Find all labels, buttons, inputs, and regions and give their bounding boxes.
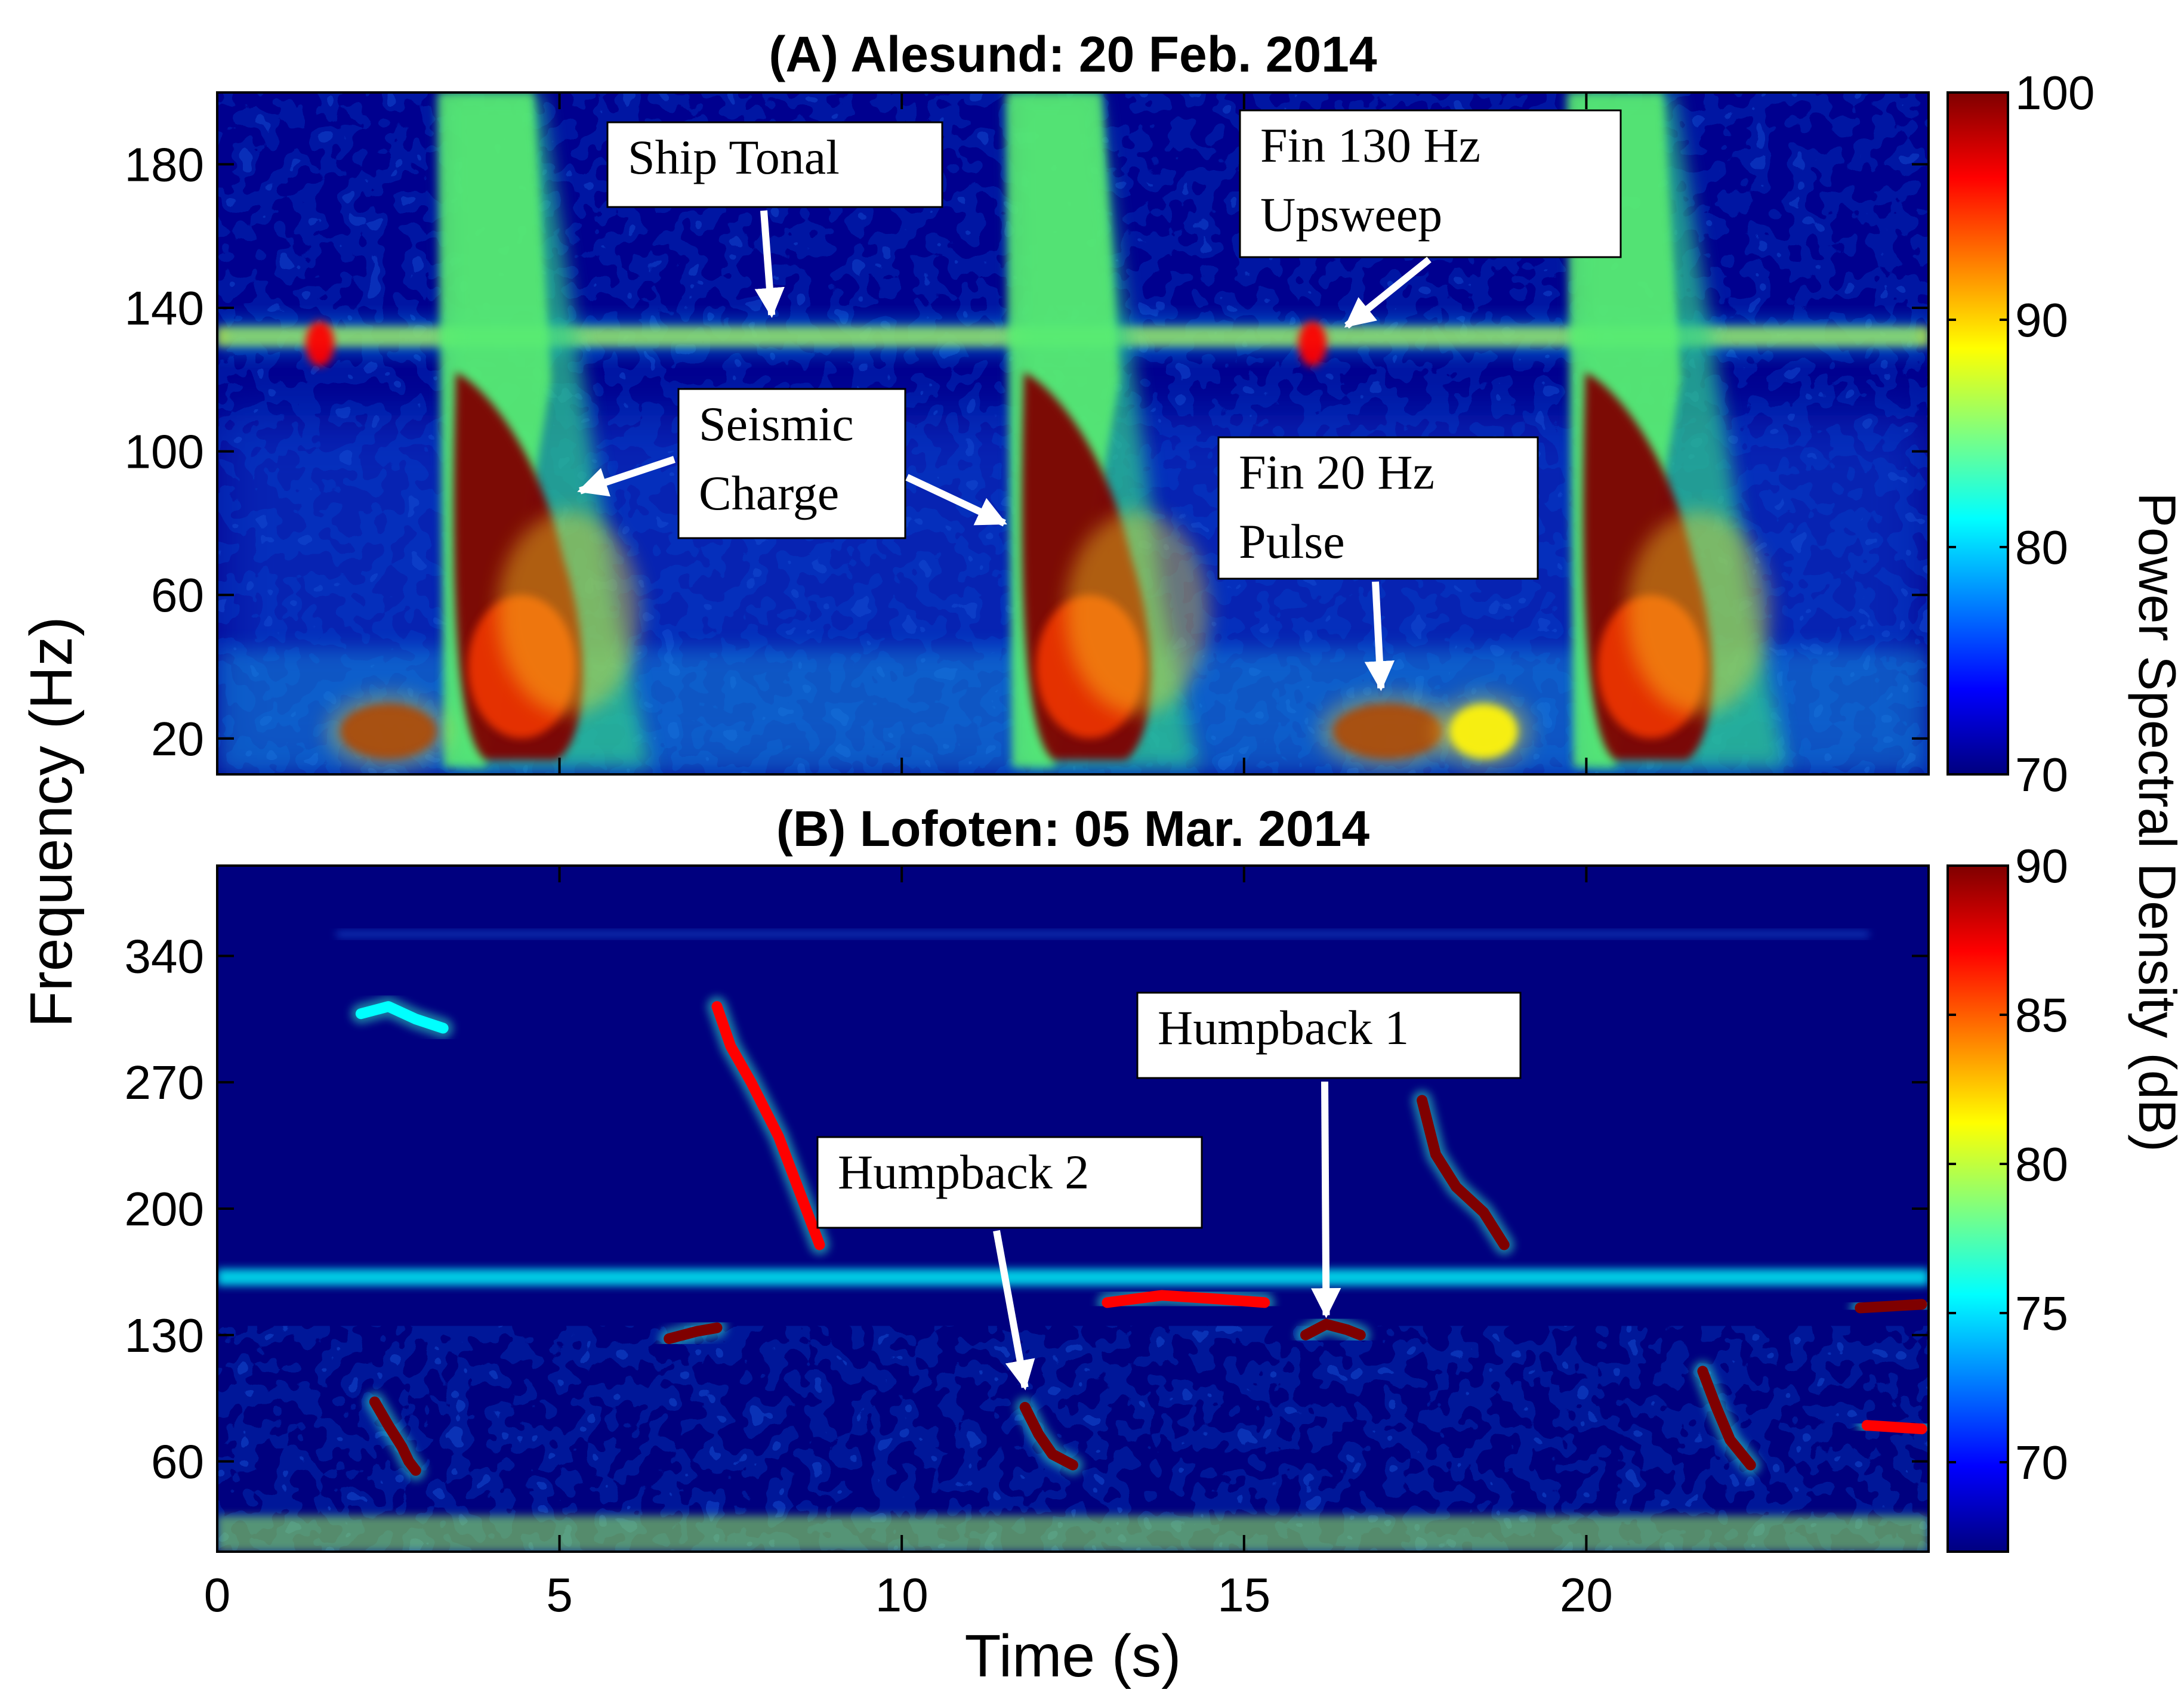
fin-130hz-upsweep bbox=[306, 321, 335, 367]
fin-20hz-pulse-halo bbox=[1318, 693, 1457, 770]
annotation-text: Pulse bbox=[1239, 514, 1345, 569]
annotation-box bbox=[1217, 436, 1539, 580]
colorbar-a-tick-label: 100 bbox=[2015, 66, 2094, 119]
y-tick-label-b: 130 bbox=[125, 1309, 204, 1362]
call-contour bbox=[664, 1322, 723, 1344]
call-contour bbox=[711, 1001, 825, 1250]
annotation-arrow bbox=[577, 456, 675, 497]
annotation-box bbox=[816, 1136, 1203, 1229]
annotation-box bbox=[677, 388, 906, 539]
panel-b-annotations: Humpback 1 Humpback 2 bbox=[816, 992, 1522, 1391]
annotation-arrow bbox=[1310, 1081, 1341, 1318]
annotation-text: Humpback 1 bbox=[1158, 1000, 1409, 1055]
annotation-text: Fin 130 Hz bbox=[1260, 118, 1480, 172]
annotation-arrow bbox=[1344, 257, 1432, 329]
colorbar-a-tick-label: 90 bbox=[2015, 294, 2068, 347]
colorbar-a-scale bbox=[1946, 91, 2009, 776]
x-tick-label: 15 bbox=[1217, 1568, 1270, 1621]
y-tick-label-a: 20 bbox=[151, 712, 204, 765]
annotation-arrow bbox=[993, 1230, 1035, 1391]
x-tick-label: 20 bbox=[1560, 1568, 1613, 1621]
call-contour bbox=[369, 1396, 421, 1476]
faint-high-tonal bbox=[337, 931, 1869, 937]
annotation-ship-tonal: Ship Tonal bbox=[606, 121, 943, 319]
call-contour bbox=[1855, 1299, 1927, 1314]
y-tick-label-a: 60 bbox=[151, 569, 204, 622]
x-axis-label: Time (s) bbox=[965, 1623, 1181, 1690]
panel-a-annotations: Ship Tonal Fin 130 Hz Upsweep Seismic Charge… bbox=[577, 109, 1622, 691]
seismic-charge-coda bbox=[498, 511, 641, 715]
annotation-text: Ship Tonal bbox=[628, 130, 840, 184]
tonal-band bbox=[217, 1269, 1929, 1286]
colorbar-b-tick-label: 90 bbox=[2015, 839, 2068, 892]
panel-a-title: (A) Alesund: 20 Feb. 2014 bbox=[769, 26, 1377, 82]
annotation-seismic-charge: Seismic Charge bbox=[577, 388, 1007, 539]
colorbar-label: Power Spectral Density (dB) bbox=[2128, 492, 2181, 1151]
call-contour bbox=[1417, 1095, 1510, 1250]
panel-b-colorbar: 70 75 80 85 90 bbox=[1946, 839, 2068, 1553]
call-contour bbox=[1861, 1420, 1927, 1435]
annotation-fin-20-hz-pulse: Fin 20 Hz Pulse bbox=[1217, 436, 1539, 691]
y-tick-label-a: 140 bbox=[125, 282, 204, 335]
colorbar-a-tick-label: 80 bbox=[2015, 521, 2068, 574]
colorbar-b-tick-label: 75 bbox=[2015, 1287, 2068, 1340]
y-tick-label-b: 60 bbox=[151, 1435, 204, 1488]
x-tick-label: 0 bbox=[204, 1568, 231, 1621]
colorbar-b-tick-label: 80 bbox=[2015, 1138, 2068, 1191]
call-contour bbox=[1697, 1366, 1756, 1471]
colorbar-b-scale bbox=[1946, 864, 2009, 1553]
panel-b-title: (B) Lofoten: 05 Mar. 2014 bbox=[776, 801, 1370, 857]
fin-20hz-pulse-halo bbox=[326, 693, 451, 770]
annotation-box bbox=[1136, 992, 1522, 1079]
colorbar-b-tick-label: 70 bbox=[2015, 1436, 2068, 1489]
y-tick-label-a: 180 bbox=[125, 138, 204, 191]
annotation-text: Fin 20 Hz bbox=[1239, 445, 1435, 499]
panel-b-spectrogram bbox=[217, 866, 1929, 1552]
annotation-box bbox=[606, 121, 943, 208]
annotation-arrow bbox=[905, 474, 1007, 527]
y-tick-label-b: 200 bbox=[125, 1182, 204, 1236]
panel-a-plot-frame bbox=[216, 91, 1930, 776]
call-contour bbox=[1102, 1290, 1270, 1308]
spectrogram-b-speckle bbox=[217, 1326, 1929, 1552]
call-contour bbox=[1019, 1401, 1078, 1471]
y-tick-label-b: 270 bbox=[125, 1056, 204, 1109]
annotation-fin-130-hz-upsweep: Fin 130 Hz Upsweep bbox=[1239, 109, 1622, 329]
y-tick-label-b: 340 bbox=[125, 929, 204, 983]
x-tick-label: 5 bbox=[546, 1568, 573, 1621]
spectrogram-b-low-band bbox=[217, 1515, 1929, 1552]
x-tick-label: 10 bbox=[875, 1568, 928, 1621]
annotation-box bbox=[1239, 109, 1622, 258]
annotation-arrow bbox=[754, 210, 785, 319]
annotation-humpback-2: Humpback 2 bbox=[816, 1136, 1203, 1391]
seismic-charge-coda bbox=[1066, 511, 1210, 715]
annotation-text: Humpback 2 bbox=[838, 1145, 1089, 1199]
annotation-humpback-1: Humpback 1 bbox=[1136, 992, 1522, 1318]
call-contour bbox=[1300, 1318, 1366, 1341]
annotation-text: Charge bbox=[699, 466, 839, 520]
y-tick-label-a: 100 bbox=[125, 425, 204, 478]
fin-20hz-pulse-halo bbox=[1435, 693, 1532, 770]
annotation-text: Upsweep bbox=[1260, 187, 1442, 242]
panel-a-spectrogram bbox=[217, 92, 1929, 774]
seismic-charge-coda bbox=[1627, 511, 1770, 715]
colorbar-a-tick-label: 70 bbox=[2015, 748, 2068, 801]
annotation-arrow bbox=[1364, 581, 1395, 691]
panel-b-y-axis: 60 130 200 270 340 bbox=[125, 929, 1929, 1488]
y-axis-label: Frequency (Hz) bbox=[18, 616, 85, 1027]
call-contour bbox=[355, 1001, 449, 1034]
fin-130hz-upsweep bbox=[1298, 321, 1327, 367]
panel-b-x-axis: 0 5 10 15 20 bbox=[204, 866, 1613, 1621]
annotation-text: Seismic bbox=[699, 397, 854, 451]
colorbar-b-tick-label: 85 bbox=[2015, 989, 2068, 1042]
panel-a-y-axis: 20 60 100 140 180 bbox=[125, 92, 1929, 774]
panel-a-colorbar: 70 80 90 100 bbox=[1946, 66, 2094, 801]
